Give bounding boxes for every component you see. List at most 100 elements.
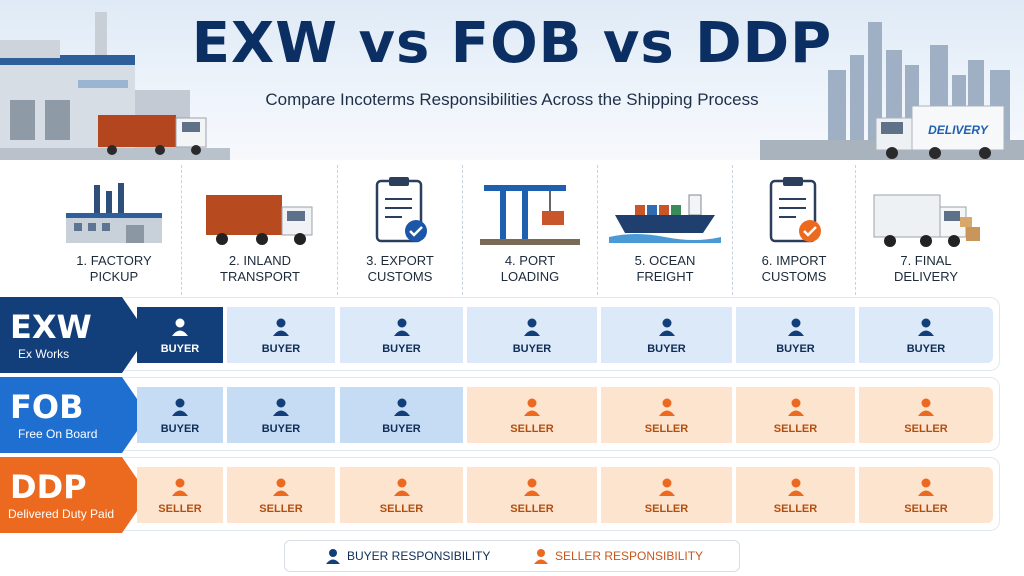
stage-port-loading: 4. PORT LOADING — [470, 165, 590, 293]
responsibility-cell: SELLER — [467, 467, 597, 523]
buyer-person-icon — [658, 318, 675, 336]
term-code: EXW — [10, 308, 92, 346]
divider — [732, 165, 733, 295]
hero-illustration: DELIVERY — [0, 12, 1024, 160]
buyer-person-icon — [172, 318, 188, 336]
buyer-person-icon — [172, 398, 188, 416]
seller-person-icon — [524, 478, 540, 496]
seller-person-icon — [658, 478, 675, 496]
responsibility-cell: SELLER — [340, 467, 463, 523]
stage-factory-pickup: 1. FACTORY PICKUP — [54, 165, 174, 293]
responsibility-label: BUYER — [160, 343, 200, 355]
term-code: FOB — [10, 388, 84, 426]
term-row-ddp: DDP Delivered Duty Paid SELLER SELLER SELLER… — [0, 457, 1000, 533]
responsibility-cell: SELLER — [736, 387, 855, 443]
responsibility-label: SELLER — [644, 503, 689, 515]
stage-label: 4. PORT LOADING — [500, 253, 560, 284]
responsibility-label: BUYER — [512, 343, 552, 355]
term-row-exw: EXW Ex Works BUYER BUYER BUYER BUYER BUYER BUYE… — [0, 297, 1000, 373]
clipboard-check-icon — [769, 177, 821, 243]
divider — [462, 165, 463, 295]
responsibility-cell: SELLER — [601, 387, 732, 443]
buyer-person-icon — [326, 549, 340, 564]
hero-delivery-truck-icon: DELIVERY — [875, 105, 1005, 159]
factory-icon — [66, 183, 162, 243]
responsibility-cell: SELLER — [467, 387, 597, 443]
legend: BUYER RESPONSIBILITY SELLER RESPONSIBILI… — [284, 540, 740, 572]
stages-header: 1. FACTORY PICKUP 2. INLAND TRANSPORT 3.… — [0, 165, 1024, 293]
responsibility-label: SELLER — [510, 503, 554, 515]
buyer-person-icon — [524, 318, 540, 336]
responsibility-cell: SELLER — [227, 467, 335, 523]
term-arrow-shape — [0, 377, 148, 453]
page-title: EXW vs FOB vs DDP — [191, 11, 833, 76]
responsibility-label: SELLER — [158, 503, 202, 515]
responsibility-cell: BUYER — [601, 307, 732, 363]
term-arrow-shape — [0, 297, 148, 373]
seller-person-icon — [172, 478, 188, 496]
stage-label: 6. IMPORT CUSTOMS — [761, 253, 827, 284]
seller-person-icon — [273, 478, 289, 496]
stage-export-customs: 3. EXPORT CUSTOMS — [340, 165, 460, 293]
responsibility-label: SELLER — [259, 503, 303, 515]
responsibility-cell: SELLER — [736, 467, 855, 523]
term-label-exw: EXW Ex Works — [0, 297, 150, 377]
divider — [597, 165, 598, 295]
responsibility-label: SELLER — [773, 423, 818, 435]
responsibility-label: SELLER — [904, 423, 948, 435]
buyer-person-icon — [393, 318, 410, 336]
responsibility-label: BUYER — [261, 423, 301, 435]
buyer-person-icon — [273, 318, 289, 336]
term-row-fob: FOB Free On Board BUYER BUYER BUYER SELLER SEL… — [0, 377, 1000, 453]
buyer-person-icon — [918, 318, 934, 336]
seller-person-icon — [918, 478, 934, 496]
responsibility-cell: SELLER — [859, 387, 993, 443]
stage-ocean-freight: 5. OCEAN FREIGHT — [605, 165, 725, 293]
stage-label: 1. FACTORY PICKUP — [76, 253, 152, 284]
responsibility-cell: BUYER — [340, 387, 463, 443]
responsibility-cell: SELLER — [601, 467, 732, 523]
responsibility-cell: BUYER — [137, 387, 223, 443]
stage-label: 3. EXPORT CUSTOMS — [366, 253, 434, 284]
term-arrow-shape — [0, 457, 148, 533]
delivery-truck-icon — [873, 194, 980, 247]
responsibility-label: BUYER — [382, 343, 421, 355]
seller-person-icon — [787, 478, 804, 496]
truck-sign: DELIVERY — [928, 123, 989, 137]
buyer-person-icon — [787, 318, 804, 336]
responsibility-cell: BUYER — [137, 307, 223, 363]
responsibility-label: BUYER — [776, 343, 815, 355]
term-label-fob: FOB Free On Board — [0, 377, 150, 457]
responsibility-label: SELLER — [379, 503, 424, 515]
term-full-name: Delivered Duty Paid — [8, 507, 115, 521]
truck-icon — [206, 195, 313, 245]
term-code: DDP — [10, 468, 87, 506]
legend-buyer: BUYER RESPONSIBILITY — [325, 548, 490, 567]
seller-person-icon — [658, 398, 675, 416]
stage-inland-transport: 2. INLAND TRANSPORT — [200, 165, 320, 293]
clipboard-check-icon — [375, 177, 427, 243]
responsibility-label: BUYER — [906, 343, 946, 355]
seller-person-icon — [534, 549, 548, 564]
seller-person-icon — [393, 478, 410, 496]
page-subtitle: Compare Incoterms Responsibilities Acros… — [265, 90, 759, 109]
stage-final-delivery: 7. FINAL DELIVERY — [866, 165, 986, 293]
responsibility-cell: BUYER — [340, 307, 463, 363]
ship-icon — [609, 194, 721, 243]
responsibility-label: BUYER — [647, 343, 686, 355]
responsibility-label: SELLER — [773, 503, 818, 515]
buyer-person-icon — [273, 398, 289, 416]
responsibility-label: BUYER — [261, 343, 301, 355]
legend-seller-label: SELLER RESPONSIBILITY — [555, 549, 704, 563]
divider — [337, 165, 338, 295]
stage-import-customs: 6. IMPORT CUSTOMS — [734, 165, 854, 293]
responsibility-cell: BUYER — [227, 387, 335, 443]
responsibility-label: BUYER — [160, 423, 200, 435]
seller-person-icon — [918, 398, 934, 416]
responsibility-label: SELLER — [510, 423, 554, 435]
divider — [855, 165, 856, 295]
divider — [181, 165, 182, 295]
responsibility-cell: BUYER — [859, 307, 993, 363]
hero-container-truck-icon — [98, 115, 207, 155]
responsibility-label: SELLER — [904, 503, 948, 515]
